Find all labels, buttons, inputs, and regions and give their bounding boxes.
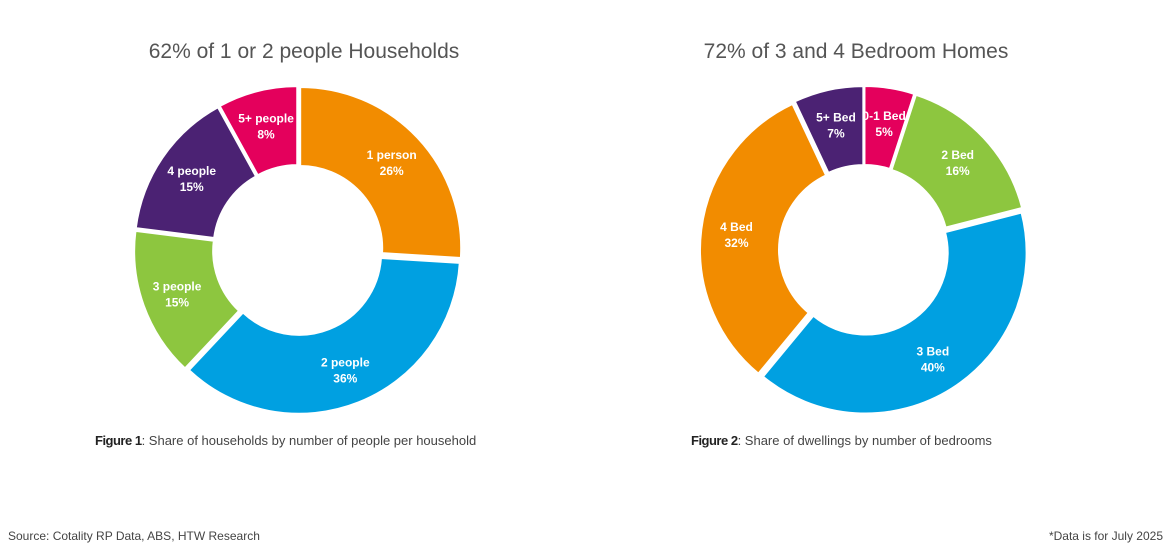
slice-value-label: 40%: [921, 360, 945, 374]
slice-name-label: 1 person: [367, 148, 417, 162]
slice-name-label: 4 Bed: [720, 220, 753, 234]
figure-1-label: Figure 1: [95, 433, 142, 448]
slice-3-people: [133, 229, 241, 370]
bedroom-donut-chart: 0-1 Bed 5% 2 Bed 16% 3 Bed 40% 4 Bed 32% 5+ Bed 7…: [699, 85, 1028, 415]
chart-1-title: 62% of 1 or 2 people Households: [148, 40, 460, 63]
figure-2-label: Figure 2: [691, 433, 738, 448]
slice-0-1-bed: [863, 85, 916, 171]
slice-4-people: [134, 105, 258, 240]
figure-2-caption: Figure 2: Share of dwellings by number o…: [691, 433, 992, 448]
slice-name-label: 4 people: [167, 164, 216, 178]
slice-5plus-people: [218, 85, 299, 177]
slice-name-label: 2 people: [321, 355, 370, 369]
slice-3-bed: [761, 211, 1028, 415]
household-donut-chart: 1 person 26% 2 people 36% 3 people 15% 4 peopl…: [133, 85, 463, 415]
slice-value-label: 7%: [827, 127, 845, 141]
source-note: Source: Cotality RP Data, ABS, HTW Resea…: [8, 529, 260, 543]
slice-name-label: 3 people: [153, 280, 202, 294]
chart-2-title: 72% of 3 and 4 Bedroom Homes: [703, 40, 1009, 63]
slice-name-label: 5+ people: [238, 112, 294, 126]
slice-value-label: 15%: [165, 296, 189, 310]
slice-2-people: [187, 256, 461, 415]
slice-value-label: 36%: [333, 371, 357, 385]
slice-value-label: 15%: [180, 180, 204, 194]
slice-value-label: 8%: [257, 128, 275, 142]
slice-name-label: 3 Bed: [917, 344, 950, 358]
slice-name-label: 2 Bed: [941, 148, 974, 162]
slice-1-person: [299, 85, 463, 260]
data-date-note: *Data is for July 2025: [1048, 529, 1163, 543]
figure-2-text: : Share of dwellings by number of bedroo…: [737, 433, 992, 448]
figure-1-text: : Share of households by number of peopl…: [141, 433, 477, 448]
slice-value-label: 32%: [724, 236, 748, 250]
slice-name-label: 5+ Bed: [816, 111, 856, 125]
slice-value-label: 26%: [380, 164, 404, 178]
slice-name-label: 0-1 Bed: [862, 109, 905, 123]
figure-1-caption: Figure 1: Share of households by number …: [95, 433, 476, 448]
slice-value-label: 5%: [875, 125, 893, 139]
slice-2-bed: [890, 93, 1024, 229]
slice-value-label: 16%: [946, 164, 970, 178]
slice-5plus-bed: [793, 85, 865, 175]
slice-4-bed: [699, 102, 828, 376]
